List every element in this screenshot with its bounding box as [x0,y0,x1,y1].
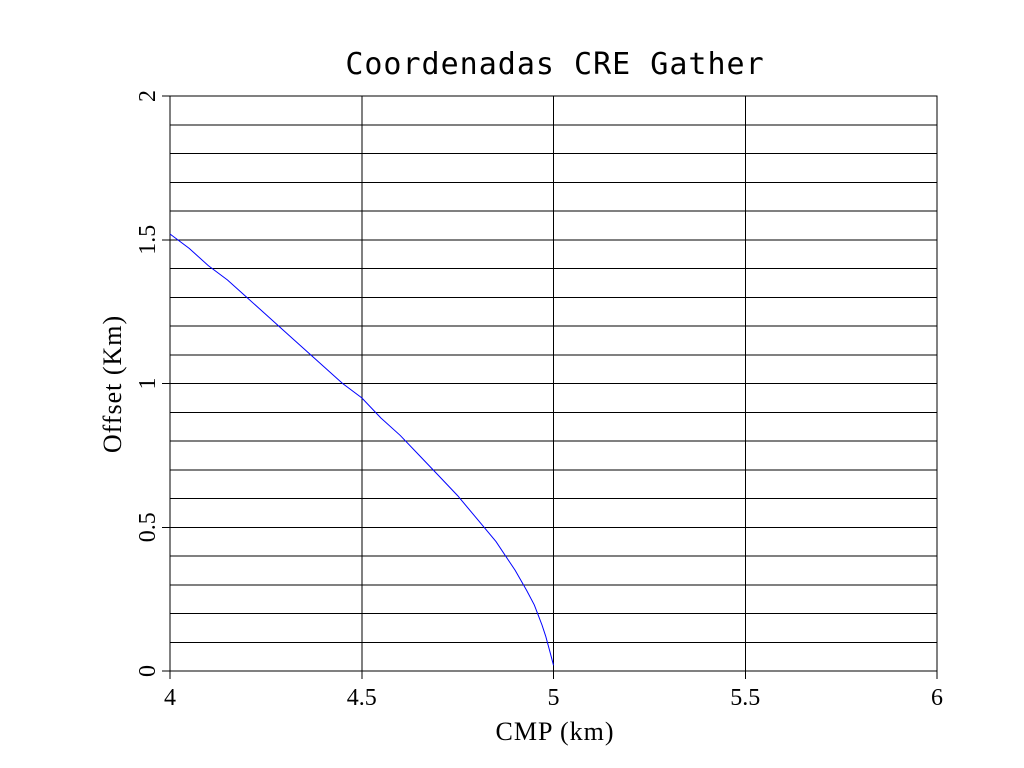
x-tick-label: 4.5 [347,685,377,711]
x-tick-label: 4 [164,685,176,711]
y-axis-ticks: 0 0.5 1 1.5 2 [135,90,170,677]
grid [170,96,937,671]
chart-title: Coordenadas CRE Gather [345,47,764,82]
y-tick-label: 1 [135,378,161,390]
x-tick-label: 6 [931,685,943,711]
y-tick-label: 1.5 [135,225,161,255]
y-tick-label: 2 [135,90,161,102]
series-line [169,233,554,666]
x-axis-label: CMP (km) [496,717,615,746]
y-tick-label: 0 [135,665,161,677]
x-tick-label: 5 [548,685,560,711]
y-axis-label: Offset (Km) [98,315,127,453]
x-tick-label: 5.5 [730,685,760,711]
x-axis-ticks: 4 4.5 5 5.5 6 [164,671,943,711]
series-layer [169,233,554,666]
y-tick-label: 0.5 [135,512,161,542]
